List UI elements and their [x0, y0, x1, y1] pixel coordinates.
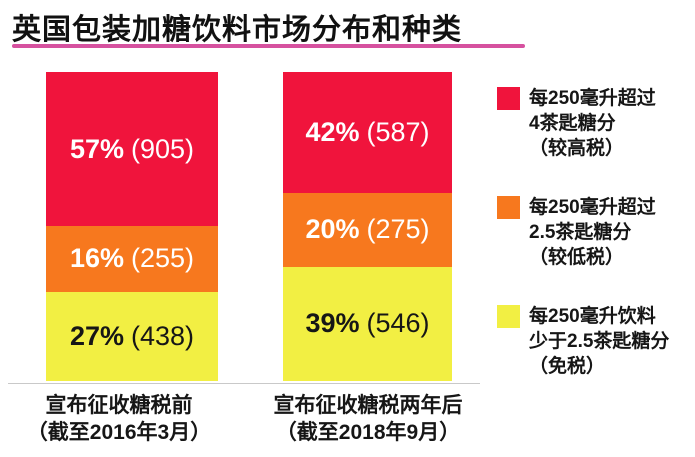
legend-line: （较高税）: [529, 138, 625, 159]
chart-title: 英国包装加糖饮料市场分布和种类: [12, 14, 463, 46]
bar-label-line2: （截至2018年9月）: [275, 421, 461, 444]
bar-label-line1: 宣布征收糖税两年后: [273, 394, 463, 417]
bar-label-after-tax: 宣布征收糖税两年后 （截至2018年9月）: [254, 392, 482, 446]
legend-text-high-tax: 每250毫升超过 4茶匙糖分 （较高税）: [529, 86, 656, 161]
legend-text-low-tax: 每250毫升超过 2.5茶匙糖分 （较低税）: [529, 195, 656, 270]
bar-label-before-tax: 宣布征收糖税前 （截至2016年3月）: [8, 392, 230, 446]
bar-label-line2: （截至2016年3月）: [26, 421, 212, 444]
bar-segment-mid-sugar: 16% (255): [46, 226, 218, 292]
bar-segment-high-sugar: 42% (587): [283, 72, 452, 193]
legend-line: （免税）: [529, 356, 606, 377]
segment-percent-label: 42%: [305, 116, 360, 147]
segment-percent-label: 27%: [69, 320, 124, 351]
segment-count-label: (438): [131, 320, 195, 351]
legend-text-tax-free: 每250毫升饮料 少于2.5茶匙糖分 （免税）: [529, 304, 669, 379]
legend-line: 每250毫升超过: [529, 197, 656, 218]
legend-item-tax-free: 每250毫升饮料 少于2.5茶匙糖分 （免税）: [497, 304, 693, 379]
legend-line: （较低税）: [529, 247, 625, 268]
legend-line: 4茶匙糖分: [529, 113, 616, 134]
stacked-bar-before-tax: 57% (905) 16% (255) 27% (438): [46, 72, 218, 381]
bar-segment-high-sugar: 57% (905): [46, 72, 218, 227]
title-underline: [12, 44, 525, 48]
legend: 每250毫升超过 4茶匙糖分 （较高税） 每250毫升超过 2.5茶匙糖分 （较…: [497, 86, 693, 413]
segment-count-label: (587): [366, 116, 430, 147]
bar-segment-mid-sugar: 20% (275): [283, 192, 452, 267]
legend-line: 2.5茶匙糖分: [529, 222, 632, 243]
bar-segment-low-sugar: 27% (438): [46, 291, 218, 381]
legend-swatch-yellow: [497, 305, 520, 328]
segment-count-label: (275): [366, 214, 430, 245]
stacked-bar-after-tax: 42% (587) 20% (275) 39% (546): [283, 72, 452, 381]
segment-count-label: (546): [366, 308, 430, 339]
legend-item-low-tax: 每250毫升超过 2.5茶匙糖分 （较低税）: [497, 195, 693, 270]
segment-percent-label: 39%: [305, 308, 360, 339]
legend-line: 每250毫升饮料: [529, 306, 656, 327]
legend-swatch-orange: [497, 196, 520, 219]
bar-segment-low-sugar: 39% (546): [283, 266, 452, 381]
legend-swatch-red: [497, 87, 520, 110]
legend-line: 每250毫升超过: [529, 88, 656, 109]
segment-percent-label: 20%: [305, 214, 360, 245]
bar-label-line1: 宣布征收糖税前: [45, 394, 193, 417]
segment-percent-label: 57%: [69, 133, 124, 164]
segment-percent-label: 16%: [69, 243, 124, 274]
x-axis-line: [8, 383, 480, 384]
segment-count-label: (255): [131, 243, 195, 274]
legend-line: 少于2.5茶匙糖分: [529, 331, 670, 352]
segment-count-label: (905): [131, 133, 195, 164]
legend-item-high-tax: 每250毫升超过 4茶匙糖分 （较高税）: [497, 86, 693, 161]
